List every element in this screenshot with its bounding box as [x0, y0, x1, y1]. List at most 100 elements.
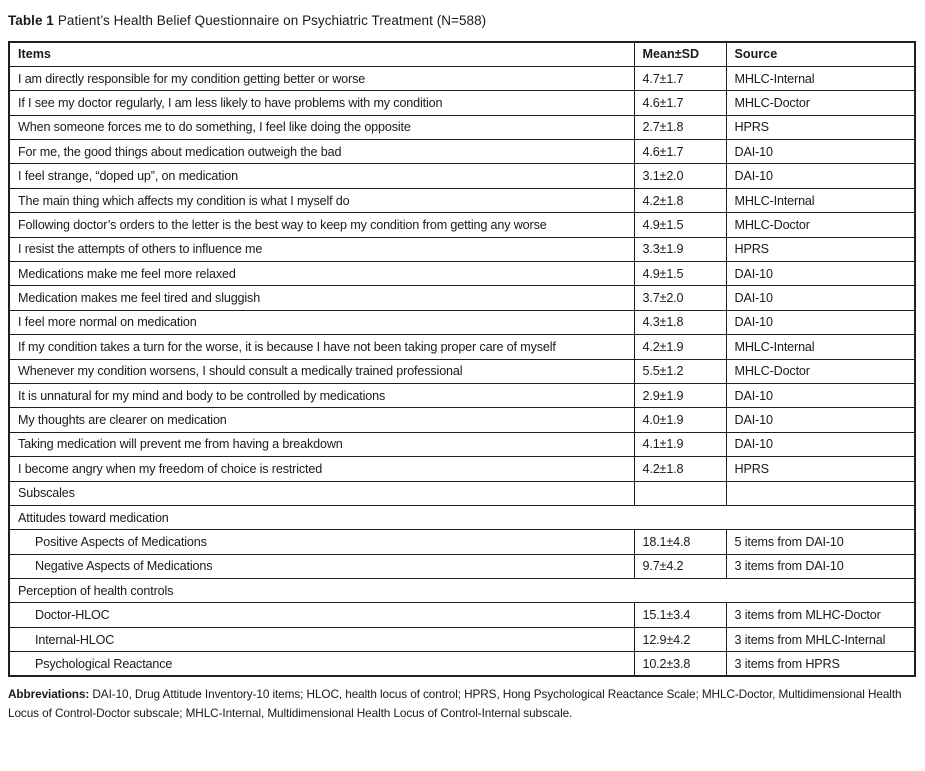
item-text-cell: Psychological Reactance — [8, 651, 635, 677]
item-text-cell: Positive Aspects of Medications — [8, 529, 635, 555]
table-row: For me, the good things about medication… — [8, 139, 916, 165]
table-row: Following doctor’s orders to the letter … — [8, 212, 916, 238]
table-title-text: Patient’s Health Belief Questionnaire on… — [57, 13, 487, 28]
item-text-cell: Following doctor’s orders to the letter … — [8, 212, 635, 238]
source-value-cell: DAI-10 — [725, 285, 916, 311]
item-text-cell: Negative Aspects of Medications — [8, 553, 635, 580]
section-label-cell: Attitudes toward medication — [8, 504, 916, 531]
item-text-cell: I resist the attempts of others to influ… — [8, 236, 635, 263]
mean-sd-cell: 15.1±3.4 — [633, 602, 727, 628]
item-text-cell: Internal-HLOC — [8, 626, 635, 653]
section-label-cell: Perception of health controls — [8, 578, 916, 604]
table-row: The main thing which affects my conditio… — [8, 187, 916, 214]
table-row: I feel strange, “doped up”, on medicatio… — [8, 163, 916, 189]
source-value-cell: MHLC-Doctor — [725, 212, 916, 238]
mean-sd-cell: 2.7±1.8 — [633, 114, 727, 141]
table-row: Medications make me feel more relaxed 4.9… — [8, 261, 916, 287]
mean-sd-cell: 5.5±1.2 — [633, 358, 727, 384]
table-row: Positive Aspects of Medications 18.1±4.8 5… — [8, 529, 916, 555]
source-value-cell: DAI-10 — [725, 382, 916, 409]
item-text-cell: The main thing which affects my conditio… — [8, 187, 635, 214]
abbreviations-note: Abbreviations: DAI-10, Drug Attitude Inv… — [8, 685, 918, 723]
item-text-cell: When someone forces me to do something, … — [8, 114, 635, 141]
table-row: I feel more normal on medication 4.3±1.8 D… — [8, 309, 916, 336]
table-row: When someone forces me to do something, … — [8, 114, 916, 141]
source-value-cell: HPRS — [725, 236, 916, 263]
source-value-cell: DAI-10 — [725, 163, 916, 189]
item-text-cell: If I see my doctor regularly, I am less … — [8, 90, 635, 116]
section-row: Attitudes toward medication — [8, 504, 916, 531]
page: Table 1 Patient’s Health Belief Questionn… — [8, 11, 918, 723]
source-value-cell: DAI-10 — [725, 431, 916, 458]
source-value-cell — [725, 480, 916, 506]
table-row: Internal-HLOC 12.9±4.2 3 items from MHLC-I… — [8, 626, 916, 653]
source-value-cell: HPRS — [725, 114, 916, 141]
table-row: I resist the attempts of others to influ… — [8, 236, 916, 263]
source-value-cell: HPRS — [725, 456, 916, 482]
table-row: Whenever my condition worsens, I should … — [8, 358, 916, 384]
abbreviations-label: Abbreviations: — [8, 687, 90, 702]
source-value-cell: MHLC-Doctor — [725, 358, 916, 384]
source-value-cell: MHLC-Internal — [725, 334, 916, 360]
mean-sd-cell: 3.1±2.0 — [633, 163, 727, 189]
table-title: Table 1 Patient’s Health Belief Questionn… — [8, 11, 918, 30]
mean-sd-cell: 4.9±1.5 — [633, 212, 727, 238]
item-text-cell: I am directly responsible for my conditi… — [8, 65, 635, 92]
table-row: If I see my doctor regularly, I am less … — [8, 90, 916, 116]
item-text-cell: I become angry when my freedom of choice… — [8, 456, 635, 482]
table-body: I am directly responsible for my conditi… — [8, 65, 916, 677]
mean-sd-cell: 4.9±1.5 — [633, 261, 727, 287]
item-text-cell: I feel strange, “doped up”, on medicatio… — [8, 163, 635, 189]
mean-sd-cell: 4.6±1.7 — [633, 139, 727, 165]
mean-sd-cell: 4.0±1.9 — [633, 407, 727, 433]
table-row: If my condition takes a turn for the wor… — [8, 334, 916, 360]
item-text-cell: If my condition takes a turn for the wor… — [8, 334, 635, 360]
source-value-cell: 3 items from MHLC-Internal — [725, 626, 916, 653]
source-value-cell: 3 items from MLHC-Doctor — [725, 602, 916, 628]
mean-sd-cell: 4.6±1.7 — [633, 90, 727, 116]
section-row: Perception of health controls — [8, 578, 916, 604]
item-text-cell: I feel more normal on medication — [8, 309, 635, 336]
mean-sd-cell: 4.2±1.9 — [633, 334, 727, 360]
item-text-cell: Medications make me feel more relaxed — [8, 261, 635, 287]
mean-sd-cell: 3.3±1.9 — [633, 236, 727, 263]
mean-sd-cell: 4.3±1.8 — [633, 309, 727, 336]
mean-sd-cell: 4.1±1.9 — [633, 431, 727, 458]
mean-sd-cell: 10.2±3.8 — [633, 651, 727, 677]
table-row: I become angry when my freedom of choice… — [8, 456, 916, 482]
table-row: Medication makes me feel tired and slugg… — [8, 285, 916, 311]
mean-sd-cell: 18.1±4.8 — [633, 529, 727, 555]
item-text-cell: Medication makes me feel tired and slugg… — [8, 285, 635, 311]
header-source: Source — [725, 41, 916, 67]
source-value-cell: 3 items from DAI-10 — [725, 553, 916, 580]
source-value-cell: MHLC-Internal — [725, 65, 916, 92]
item-text-cell: Subscales — [8, 480, 635, 506]
table-row: I am directly responsible for my conditi… — [8, 65, 916, 92]
source-value-cell: MHLC-Internal — [725, 187, 916, 214]
table-row: Doctor-HLOC 15.1±3.4 3 items from MLHC-Doc… — [8, 602, 916, 628]
mean-sd-cell: 4.2±1.8 — [633, 187, 727, 214]
item-text-cell: Whenever my condition worsens, I should … — [8, 358, 635, 384]
mean-sd-cell: 9.7±4.2 — [633, 553, 727, 580]
table-row: It is unnatural for my mind and body to … — [8, 382, 916, 409]
mean-sd-cell — [633, 480, 727, 506]
item-text-cell: Taking medication will prevent me from h… — [8, 431, 635, 458]
source-value-cell: DAI-10 — [725, 261, 916, 287]
table-header-row: Items Mean±SD Source — [8, 41, 916, 67]
header-items: Items — [8, 41, 635, 67]
table-row: My thoughts are clearer on medication 4.0… — [8, 407, 916, 433]
item-text-cell: For me, the good things about medication… — [8, 139, 635, 165]
mean-sd-cell: 12.9±4.2 — [633, 626, 727, 653]
header-mean-sd: Mean±SD — [633, 41, 727, 67]
item-text-cell: My thoughts are clearer on medication — [8, 407, 635, 433]
mean-sd-cell: 4.7±1.7 — [633, 65, 727, 92]
item-text-cell: Doctor-HLOC — [8, 602, 635, 628]
mean-sd-cell: 4.2±1.8 — [633, 456, 727, 482]
source-value-cell: DAI-10 — [725, 407, 916, 433]
table-title-label: Table 1 — [8, 13, 54, 28]
source-value-cell: 3 items from HPRS — [725, 651, 916, 677]
source-value-cell: 5 items from DAI-10 — [725, 529, 916, 555]
source-value-cell: DAI-10 — [725, 309, 916, 336]
health-belief-table: Items Mean±SD Source I am directly respo… — [8, 41, 916, 678]
table-row: Taking medication will prevent me from h… — [8, 431, 916, 458]
